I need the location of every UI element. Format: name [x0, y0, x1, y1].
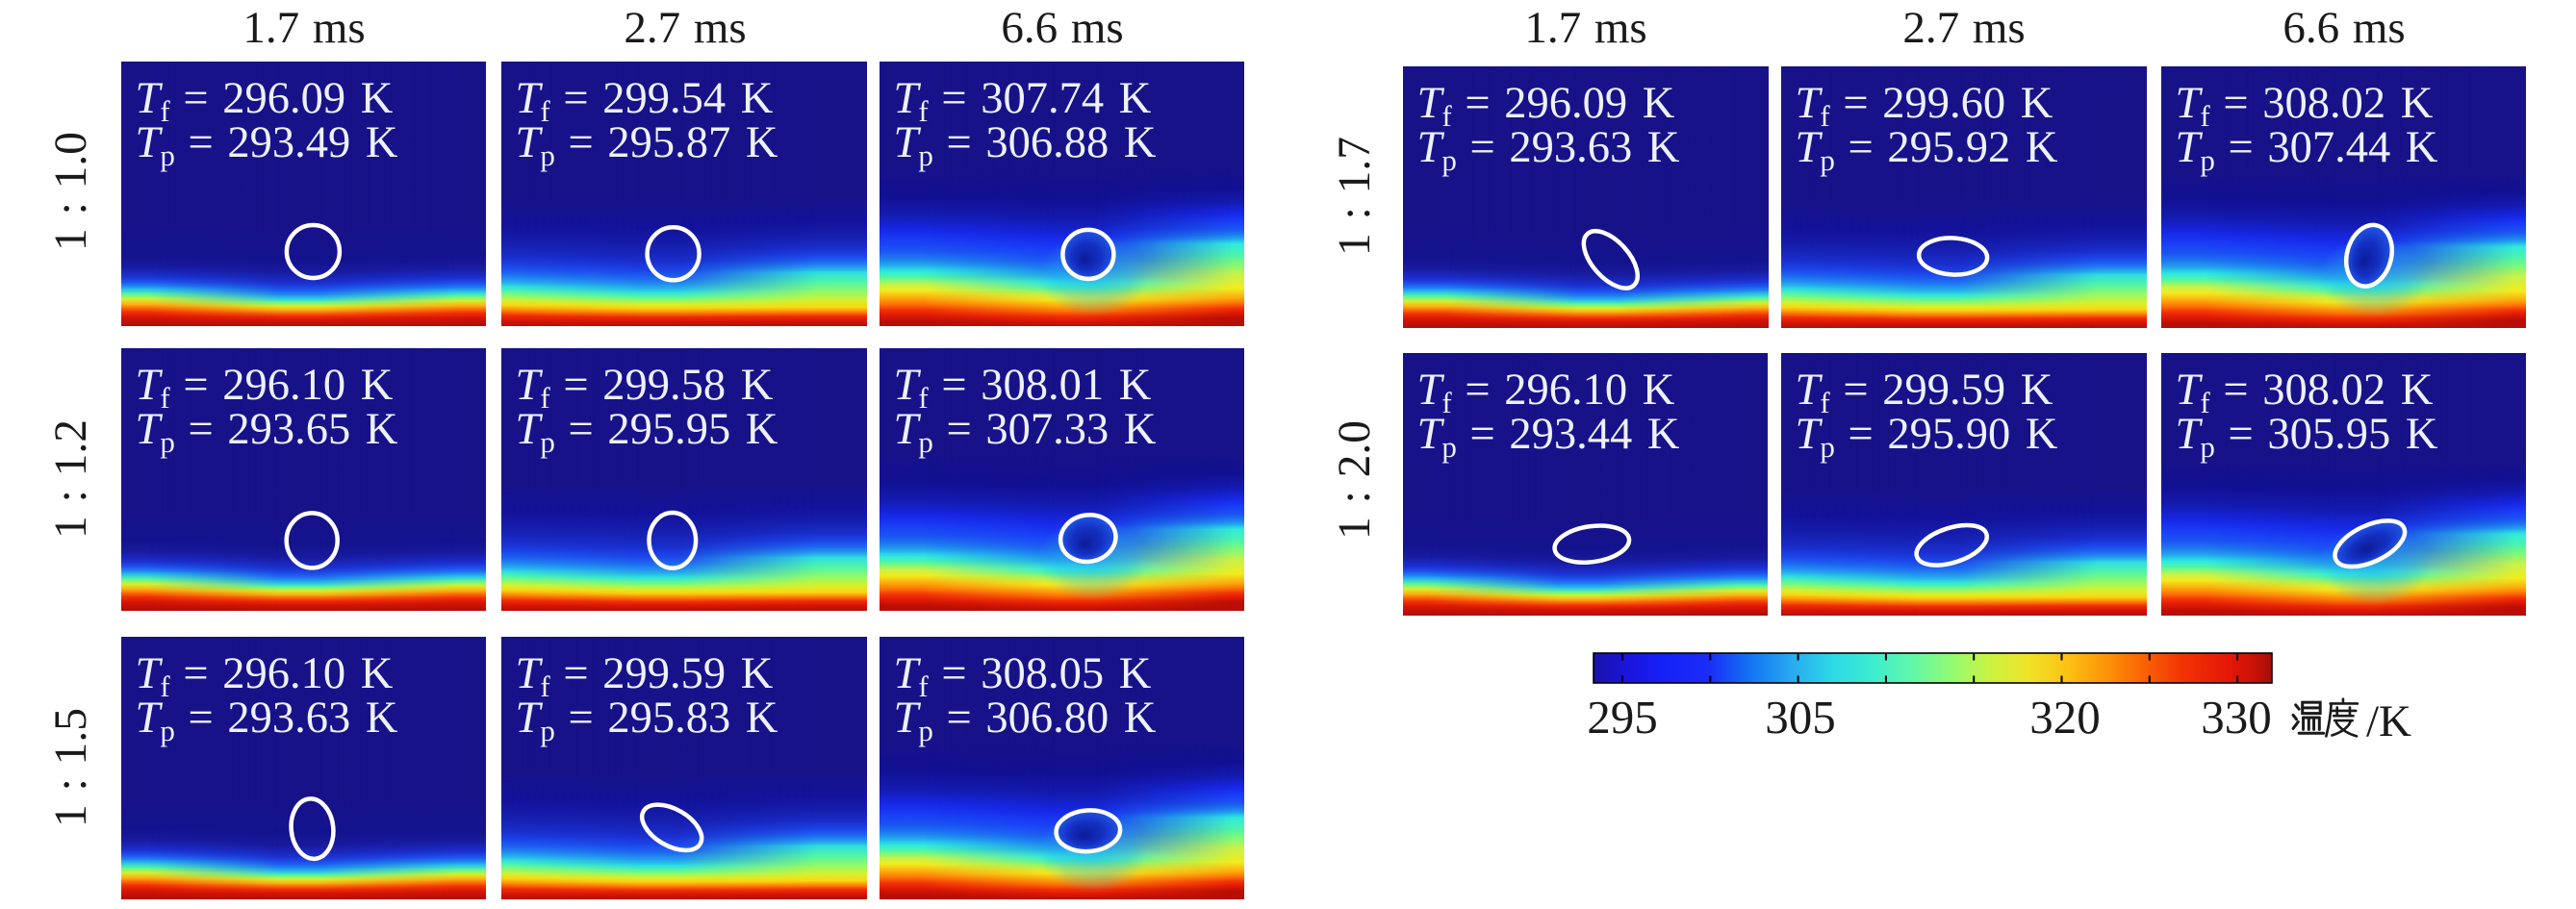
- svg-text:Tf = 296.10 K: Tf = 296.10 K: [136, 649, 394, 703]
- svg-text:Tp = 307.33 K: Tp = 307.33 K: [894, 405, 1157, 459]
- svg-text:Tp = 293.65 K: Tp = 293.65 K: [136, 405, 398, 459]
- svg-text:Tp = 306.80 K: Tp = 306.80 K: [894, 694, 1157, 747]
- svg-text:Tp = 295.90 K: Tp = 295.90 K: [1796, 410, 2058, 464]
- svg-text:Tp = 295.92 K: Tp = 295.92 K: [1796, 123, 2058, 177]
- svg-text:Tf = 296.09 K: Tf = 296.09 K: [136, 74, 394, 128]
- svg-text:Tp = 305.95 K: Tp = 305.95 K: [2176, 410, 2438, 464]
- svg-text:Tp = 295.83 K: Tp = 295.83 K: [516, 694, 778, 747]
- svg-text:Tp = 295.95 K: Tp = 295.95 K: [516, 405, 778, 459]
- svg-text:Tp = 293.63 K: Tp = 293.63 K: [1417, 123, 1680, 177]
- svg-text:Tp = 295.87 K: Tp = 295.87 K: [516, 118, 778, 172]
- svg-text:Tf = 308.05 K: Tf = 308.05 K: [894, 649, 1152, 703]
- svg-text:Tp = 306.88 K: Tp = 306.88 K: [894, 118, 1157, 172]
- svg-text:Tf = 307.74 K: Tf = 307.74 K: [894, 74, 1152, 128]
- svg-text:Tf = 299.54 K: Tf = 299.54 K: [516, 74, 774, 128]
- svg-text:Tf = 299.58 K: Tf = 299.58 K: [516, 361, 774, 415]
- svg-text:Tf = 308.02 K: Tf = 308.02 K: [2176, 79, 2434, 133]
- svg-text:Tp = 293.63 K: Tp = 293.63 K: [136, 694, 398, 747]
- svg-text:Tf = 299.60 K: Tf = 299.60 K: [1796, 79, 2053, 133]
- svg-text:Tf = 296.09 K: Tf = 296.09 K: [1417, 79, 1675, 133]
- svg-text:Tf = 308.01 K: Tf = 308.01 K: [894, 361, 1152, 415]
- svg-text:Tp = 293.49 K: Tp = 293.49 K: [136, 118, 398, 172]
- svg-text:Tf = 296.10 K: Tf = 296.10 K: [136, 361, 394, 415]
- svg-text:Tf = 296.10 K: Tf = 296.10 K: [1417, 366, 1675, 419]
- svg-text:Tf = 299.59 K: Tf = 299.59 K: [516, 649, 774, 703]
- svg-text:Tf = 308.02 K: Tf = 308.02 K: [2176, 366, 2434, 419]
- svg-text:Tf = 299.59 K: Tf = 299.59 K: [1796, 366, 2053, 419]
- svg-text:Tp = 293.44 K: Tp = 293.44 K: [1417, 410, 1680, 464]
- svg-text:Tp = 307.44 K: Tp = 307.44 K: [2176, 123, 2438, 177]
- svg-text:/K: /K: [2366, 696, 2411, 746]
